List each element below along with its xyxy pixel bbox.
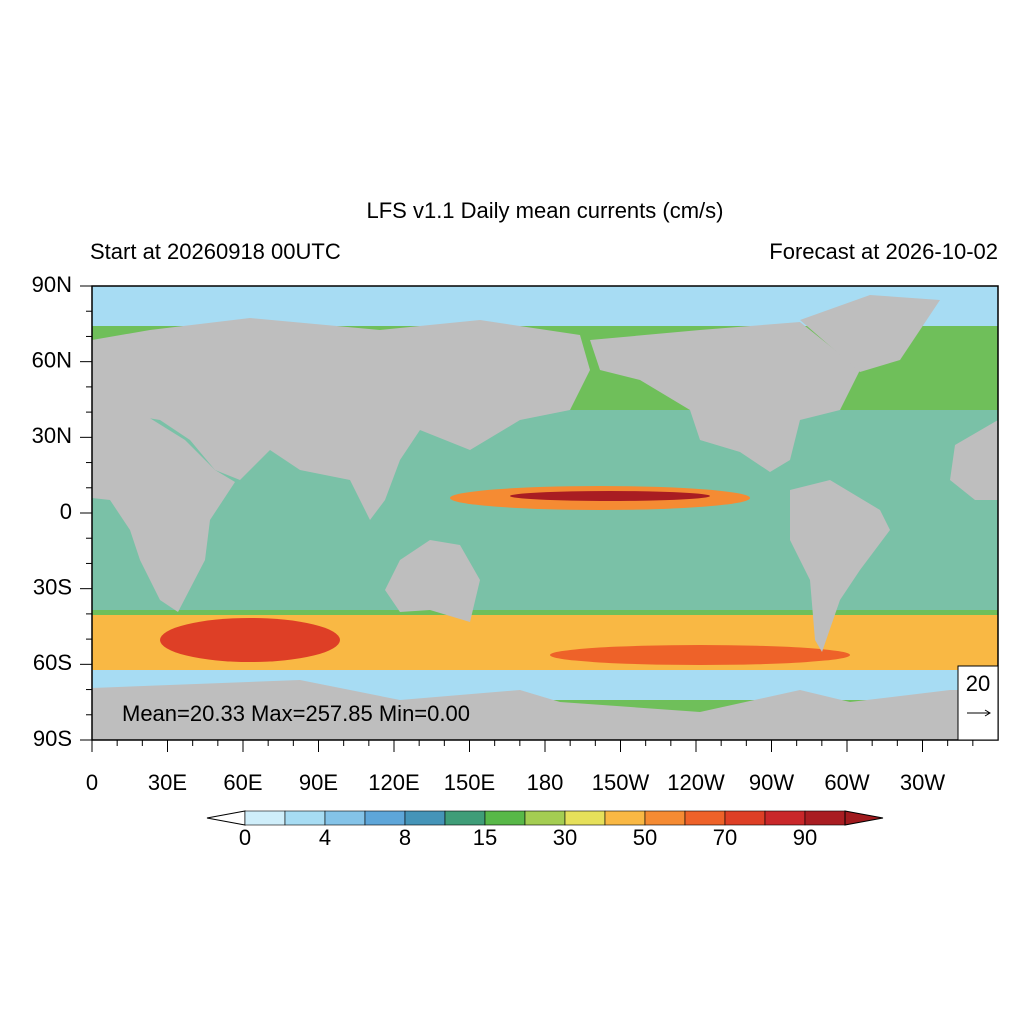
north-america: [590, 322, 860, 472]
australia: [385, 540, 480, 622]
colorbar-box: [644, 810, 686, 826]
left-subtitle: Start at 20260918 00UTC: [90, 239, 341, 264]
x-tick-label: 180: [527, 770, 564, 795]
x-tick-label: 120W: [667, 770, 725, 795]
y-tick-label: 0: [60, 499, 72, 524]
colorbar-box: [484, 810, 526, 826]
reference-arrowhead: [984, 709, 991, 717]
y-tick-label: 60N: [32, 347, 72, 372]
x-tick-label: 90E: [299, 770, 338, 795]
colorbar-label: 90: [793, 825, 817, 850]
x-tick-label: 30E: [148, 770, 187, 795]
colorbar-over: [844, 810, 884, 826]
equatorial-core: [510, 491, 710, 501]
title: LFS v1.1 Daily mean currents (cm/s): [367, 198, 724, 223]
x-tick-label: 60W: [824, 770, 869, 795]
colorbar-box: [724, 810, 766, 826]
y-tick-label: 90S: [33, 726, 72, 751]
colorbar-box: [804, 810, 846, 826]
colorbar-box: [564, 810, 606, 826]
stats: Mean=20.33 Max=257.85 Min=0.00: [122, 701, 470, 726]
colorbar-box: [404, 810, 446, 826]
colorbar-label: 8: [399, 825, 411, 850]
west-africa: [950, 420, 998, 500]
x-tick-label: 60E: [223, 770, 262, 795]
colorbar-box: [444, 810, 486, 826]
colorbar-label: 30: [553, 825, 577, 850]
colorbar-box: [604, 810, 646, 826]
colorbar-box: [324, 810, 366, 826]
colorbar-box: [684, 810, 726, 826]
y-tick-label: 30N: [32, 423, 72, 448]
x-tick-label: 30W: [900, 770, 945, 795]
colorbar-label: 15: [473, 825, 497, 850]
colorbar-box: [764, 810, 806, 826]
y-tick-label: 60S: [33, 650, 72, 675]
x-tick-label: 150W: [592, 770, 650, 795]
x-tick-label: 120E: [368, 770, 419, 795]
x-tick-label: 0: [86, 770, 98, 795]
agulhas-region: [160, 618, 340, 662]
reference-label: 20: [966, 671, 990, 696]
x-tick-label: 150E: [444, 770, 495, 795]
pacific-band: [550, 645, 850, 665]
eurasia: [92, 318, 590, 520]
y-tick-label: 30S: [33, 574, 72, 599]
right-subtitle: Forecast at 2026-10-02: [769, 239, 998, 264]
colorbar-box: [284, 810, 326, 826]
colorbar-label: 70: [713, 825, 737, 850]
antarctica: [92, 680, 998, 740]
colorbar-label: 50: [633, 825, 657, 850]
colorbar-box: [364, 810, 406, 826]
reference-box: [957, 665, 999, 741]
greenland: [800, 295, 940, 372]
y-tick-label: 90N: [32, 272, 72, 297]
map: [92, 286, 998, 740]
colorbar-label: 4: [319, 825, 331, 850]
south-america: [790, 480, 890, 652]
colorbar-box: [524, 810, 566, 826]
colorbar-label: 0: [239, 825, 251, 850]
colorbar-under: [206, 810, 246, 826]
africa: [92, 412, 235, 612]
colorbar-box: [244, 810, 286, 826]
x-tick-label: 90W: [749, 770, 794, 795]
